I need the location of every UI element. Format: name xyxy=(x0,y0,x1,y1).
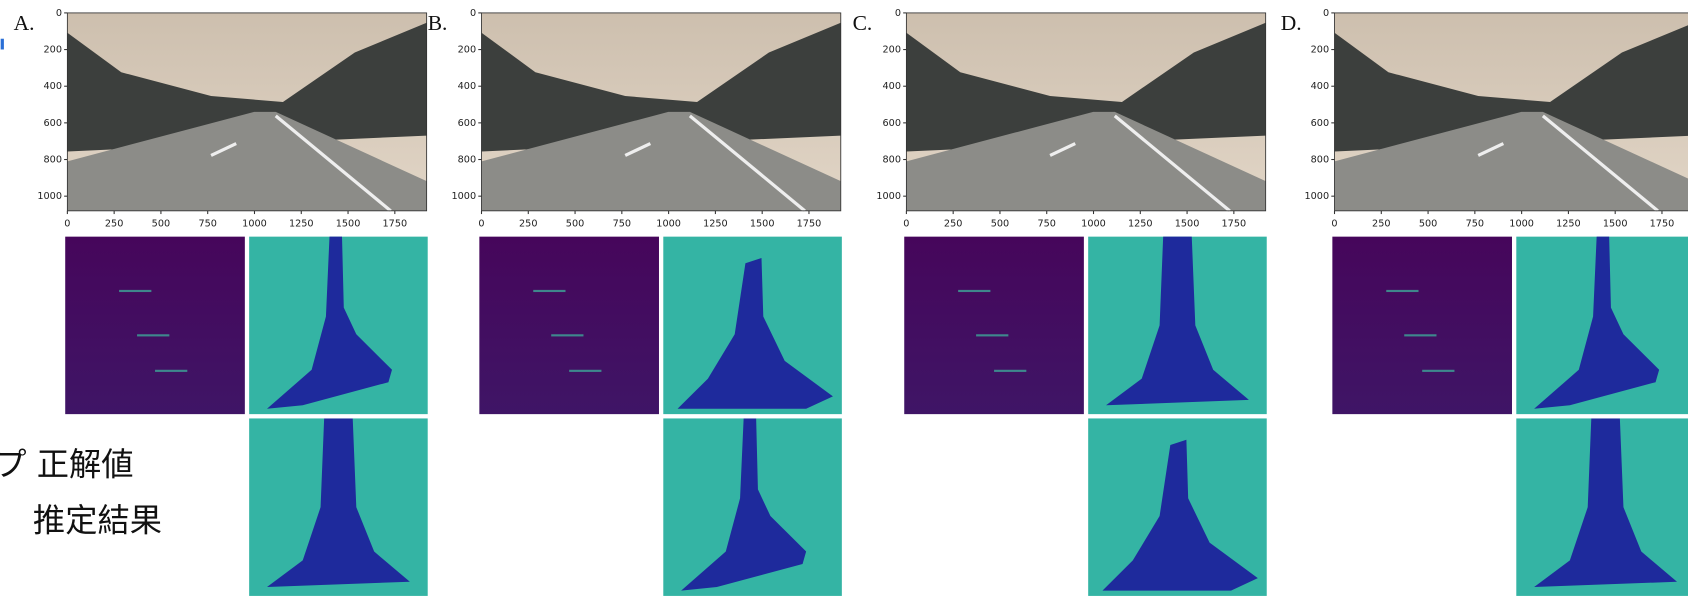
x-tick-label: 750 xyxy=(613,219,631,230)
panel-label: B. xyxy=(428,11,448,35)
heatmap-streak xyxy=(569,370,601,372)
x-tick-label: 1750 xyxy=(383,219,408,230)
heatmap-streak xyxy=(1386,290,1418,292)
y-tick-label: 0 xyxy=(1323,8,1329,19)
x-tick-label: 1750 xyxy=(1222,219,1247,230)
y-tick-label: 600 xyxy=(883,118,901,129)
x-tick-label: 1000 xyxy=(656,219,681,230)
x-tick-label: 0 xyxy=(478,219,484,230)
panel-label: C. xyxy=(853,11,873,35)
heatmap-streak xyxy=(1404,334,1436,336)
y-tick-label: 600 xyxy=(1311,118,1329,129)
y-tick-label: 200 xyxy=(44,45,62,56)
x-tick-label: 500 xyxy=(152,219,170,230)
input-heatmap xyxy=(1332,237,1512,414)
y-tick-label: 800 xyxy=(458,155,476,166)
y-tick-label: 800 xyxy=(1311,155,1329,166)
y-tick-label: 200 xyxy=(458,45,476,56)
x-tick-label: 1000 xyxy=(1509,219,1534,230)
heatmap-streak xyxy=(976,334,1008,336)
heatmap-streak xyxy=(994,370,1026,372)
y-tick-label: 1000 xyxy=(1305,191,1330,202)
x-tick-label: 1500 xyxy=(336,219,361,230)
heatmap-streak xyxy=(551,334,583,336)
x-tick-label: 500 xyxy=(1419,219,1437,230)
y-tick-label: 400 xyxy=(883,81,901,92)
x-tick-label: 250 xyxy=(519,219,537,230)
heatmap-streak xyxy=(1422,370,1454,372)
x-tick-label: 1500 xyxy=(1175,219,1200,230)
y-tick-label: 400 xyxy=(44,81,62,92)
panel-label: D. xyxy=(1281,11,1302,35)
x-tick-label: 1250 xyxy=(703,219,728,230)
figure: プ 正解値 推定結果 A. 0 250 500 750 1000 1250 1500 1750 0… xyxy=(0,0,1688,597)
x-tick-label: 1500 xyxy=(1603,219,1628,230)
input-heatmap xyxy=(65,237,245,414)
y-tick-label: 0 xyxy=(56,8,62,19)
y-tick-label: 800 xyxy=(44,155,62,166)
x-tick-label: 250 xyxy=(105,219,123,230)
y-tick-label: 1000 xyxy=(451,191,476,202)
x-tick-label: 1250 xyxy=(1128,219,1153,230)
x-tick-label: 750 xyxy=(1037,219,1055,230)
x-tick-label: 750 xyxy=(1466,219,1484,230)
y-tick-label: 400 xyxy=(1311,81,1329,92)
x-tick-label: 1000 xyxy=(242,219,267,230)
y-tick-label: 200 xyxy=(883,45,901,56)
edge-mark xyxy=(1,39,4,50)
x-tick-label: 1750 xyxy=(1650,219,1675,230)
x-tick-label: 750 xyxy=(198,219,216,230)
x-tick-label: 1000 xyxy=(1081,219,1106,230)
x-tick-label: 250 xyxy=(1372,219,1390,230)
heatmap-streak xyxy=(958,290,990,292)
legend-ground-truth: プ 正解値 xyxy=(0,445,134,483)
heatmap-streak xyxy=(155,370,187,372)
y-tick-label: 0 xyxy=(895,8,901,19)
x-tick-label: 500 xyxy=(991,219,1009,230)
x-tick-label: 1250 xyxy=(1556,219,1581,230)
x-tick-label: 250 xyxy=(944,219,962,230)
y-tick-label: 600 xyxy=(44,118,62,129)
y-tick-label: 0 xyxy=(470,8,476,19)
x-tick-label: 1500 xyxy=(750,219,775,230)
legend-estimate: 推定結果 xyxy=(33,501,162,539)
x-tick-label: 0 xyxy=(64,219,70,230)
y-tick-label: 600 xyxy=(458,118,476,129)
y-tick-label: 200 xyxy=(1311,45,1329,56)
x-tick-label: 500 xyxy=(566,219,584,230)
x-tick-label: 0 xyxy=(1331,219,1337,230)
input-heatmap xyxy=(479,237,659,414)
y-tick-label: 1000 xyxy=(876,191,901,202)
heatmap-streak xyxy=(533,290,565,292)
x-tick-label: 0 xyxy=(903,219,909,230)
y-tick-label: 800 xyxy=(883,155,901,166)
input-heatmap xyxy=(904,237,1084,414)
panel-label: A. xyxy=(14,11,35,35)
heatmap-streak xyxy=(137,334,169,336)
y-tick-label: 400 xyxy=(458,81,476,92)
x-tick-label: 1250 xyxy=(289,219,314,230)
y-tick-label: 1000 xyxy=(37,191,62,202)
x-tick-label: 1750 xyxy=(797,219,822,230)
heatmap-streak xyxy=(119,290,151,292)
